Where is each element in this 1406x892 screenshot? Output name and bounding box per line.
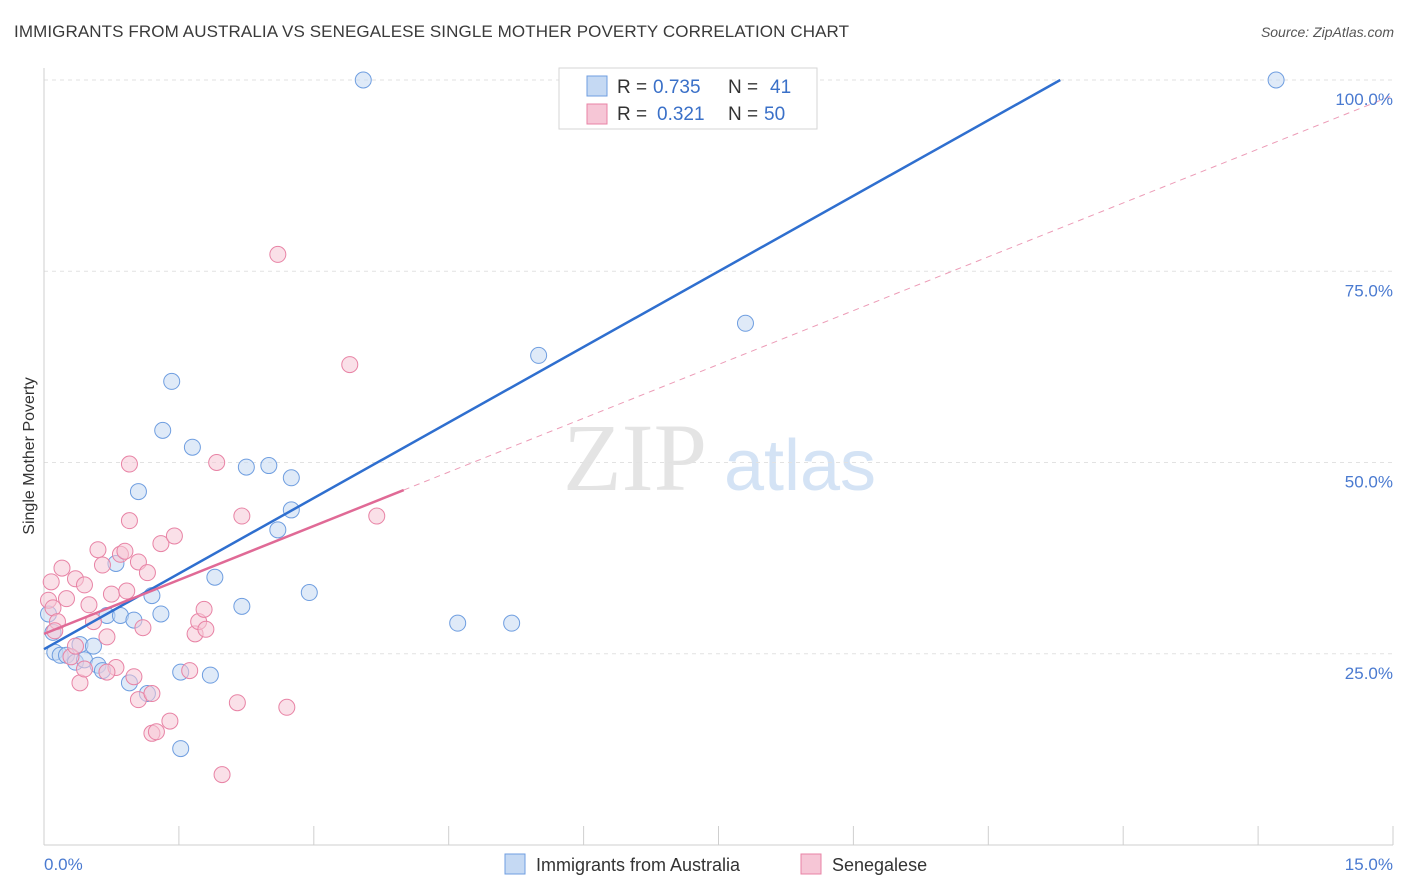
scatter-point-senegalese[interactable]	[125, 668, 143, 686]
scatter-point-senegalese[interactable]	[278, 698, 296, 716]
stats-legend-swatch-australia	[586, 75, 608, 97]
watermark-atlas: atlas	[724, 426, 876, 506]
scatter-point-australia[interactable]	[163, 372, 181, 390]
scatter-point-australia[interactable]	[530, 346, 548, 364]
stats-legend-n-label-2: N =	[728, 104, 758, 125]
scatter-point-senegalese[interactable]	[80, 596, 98, 614]
scatter-point-australia[interactable]	[260, 457, 278, 475]
scatter-point-senegalese[interactable]	[89, 541, 107, 559]
scatter-point-australia[interactable]	[503, 614, 521, 632]
scatter-point-senegalese[interactable]	[165, 527, 183, 545]
scatter-point-senegalese[interactable]	[42, 573, 60, 591]
scatter-point-australia[interactable]	[269, 521, 287, 539]
stats-legend-n-value-1: 41	[770, 77, 791, 98]
scatter-point-senegalese[interactable]	[152, 535, 170, 553]
axis-layer	[43, 68, 1393, 846]
stats-legend-r-label-2: R =	[617, 104, 647, 125]
series-legend-swatch-senegalese[interactable]	[800, 853, 822, 875]
y-tick-label: 75.0%	[1345, 281, 1393, 300]
y-tick-label: 50.0%	[1345, 473, 1393, 492]
chart-title: IMMIGRANTS FROM AUSTRALIA VS SENEGALESE …	[14, 22, 850, 41]
scatter-point-australia[interactable]	[354, 71, 372, 89]
points-layer	[39, 71, 1285, 784]
scatter-point-senegalese[interactable]	[120, 512, 138, 530]
scatter-point-senegalese[interactable]	[102, 585, 120, 603]
scatter-point-senegalese[interactable]	[75, 660, 93, 678]
scatter-point-senegalese[interactable]	[161, 712, 179, 730]
scatter-point-senegalese[interactable]	[197, 620, 215, 638]
scatter-point-australia[interactable]	[152, 605, 170, 623]
scatter-point-senegalese[interactable]	[118, 582, 136, 600]
scatter-point-senegalese[interactable]	[368, 507, 386, 525]
scatter-point-senegalese[interactable]	[138, 564, 156, 582]
scatter-point-senegalese[interactable]	[228, 694, 246, 712]
scatter-point-australia[interactable]	[129, 483, 147, 501]
series-legend-swatch-australia[interactable]	[504, 853, 526, 875]
scatter-point-senegalese[interactable]	[116, 542, 134, 560]
scatter-point-australia[interactable]	[237, 458, 255, 476]
scatter-point-senegalese[interactable]	[208, 454, 226, 471]
scatter-point-senegalese[interactable]	[143, 685, 161, 703]
scatter-point-senegalese[interactable]	[93, 556, 111, 574]
scatter-point-australia[interactable]	[736, 314, 754, 332]
x-tick-label-max: 15.0%	[1345, 855, 1393, 874]
series-legend: Immigrants from Australia Senegalese	[504, 853, 927, 875]
scatter-point-senegalese[interactable]	[66, 637, 84, 655]
scatter-point-australia[interactable]	[282, 469, 300, 487]
stats-legend-n-label-1: N =	[728, 77, 758, 98]
scatter-point-senegalese[interactable]	[147, 723, 165, 741]
scatter-point-senegalese[interactable]	[53, 559, 71, 577]
scatter-point-senegalese[interactable]	[75, 576, 93, 594]
y-tick-label: 25.0%	[1345, 664, 1393, 683]
stats-legend: R = 0.735 N = 41 R = 0.321 N = 50	[558, 67, 818, 130]
scatter-point-senegalese[interactable]	[269, 245, 287, 263]
scatter-point-australia[interactable]	[449, 614, 467, 632]
scatter-point-australia[interactable]	[1267, 71, 1285, 89]
scatter-point-australia[interactable]	[233, 597, 251, 615]
trend-line-extension-1	[403, 94, 1394, 491]
y-tick-label: 100.0%	[1335, 90, 1393, 109]
watermark-zip: ZIP	[563, 404, 707, 511]
scatter-point-australia[interactable]	[201, 666, 219, 684]
scatter-point-australia[interactable]	[183, 438, 201, 456]
scatter-point-australia[interactable]	[172, 740, 190, 758]
scatter-point-senegalese[interactable]	[57, 590, 75, 608]
scatter-point-senegalese[interactable]	[98, 663, 116, 681]
series-legend-label-senegalese[interactable]: Senegalese	[832, 855, 927, 875]
y-axis-label: Single Mother Poverty	[21, 377, 38, 534]
scatter-point-senegalese[interactable]	[233, 507, 251, 525]
scatter-point-senegalese[interactable]	[134, 619, 152, 637]
series-legend-label-australia[interactable]: Immigrants from Australia	[536, 855, 741, 875]
stats-legend-r-value-2: 0.321	[657, 104, 705, 125]
y-tick-layer: 25.0% 50.0% 75.0% 100.0%	[1335, 90, 1393, 683]
trend-line-australia	[43, 78, 1061, 651]
scatter-point-senegalese[interactable]	[120, 455, 138, 473]
scatter-point-senegalese[interactable]	[98, 628, 116, 646]
trend-line-senegalese	[43, 488, 405, 636]
stats-legend-swatch-senegalese	[586, 103, 608, 125]
stats-legend-r-label-1: R =	[617, 77, 647, 98]
scatter-point-australia[interactable]	[206, 568, 224, 586]
scatter-point-australia[interactable]	[154, 421, 172, 439]
scatter-point-senegalese[interactable]	[213, 766, 231, 784]
scatter-point-australia[interactable]	[84, 637, 102, 655]
stats-legend-n-value-2: 50	[764, 104, 785, 125]
trend-layer	[403, 94, 1394, 491]
chart-source: Source: ZipAtlas.com	[1260, 24, 1394, 40]
scatter-point-senegalese[interactable]	[181, 662, 199, 680]
scatter-point-senegalese[interactable]	[341, 356, 359, 374]
x-tick-label-min: 0.0%	[44, 855, 83, 874]
stats-legend-r-value-1: 0.735	[653, 77, 701, 98]
scatter-point-australia[interactable]	[300, 584, 318, 602]
scatter-point-senegalese[interactable]	[195, 600, 213, 618]
